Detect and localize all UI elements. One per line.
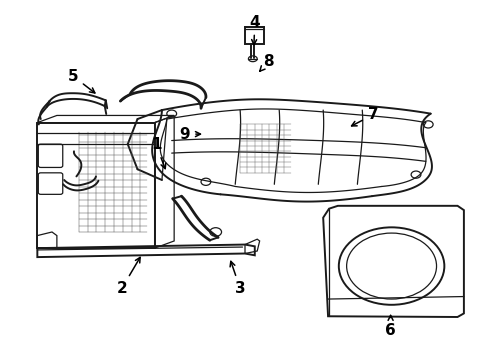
Text: 5: 5: [68, 68, 95, 93]
Text: 3: 3: [230, 261, 245, 296]
Text: 6: 6: [385, 315, 396, 338]
Text: 1: 1: [151, 138, 166, 168]
Text: 7: 7: [352, 107, 378, 126]
Polygon shape: [245, 27, 264, 44]
Text: 2: 2: [117, 257, 140, 296]
Text: 4: 4: [249, 15, 260, 45]
Text: 8: 8: [260, 54, 274, 71]
Text: 9: 9: [180, 127, 200, 141]
